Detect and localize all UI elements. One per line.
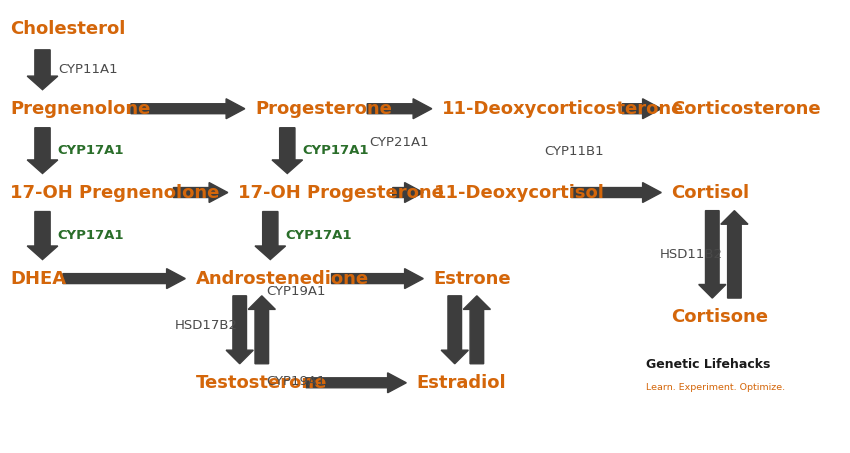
Text: 11-Deoxycorticosterone: 11-Deoxycorticosterone [442,100,684,118]
Text: HSD11B2: HSD11B2 [660,248,722,261]
FancyArrow shape [63,269,185,289]
Text: CYP17A1: CYP17A1 [58,229,124,242]
FancyArrow shape [622,99,661,119]
Text: 11-Deoxycortisol: 11-Deoxycortisol [434,183,604,202]
Text: CYP17A1: CYP17A1 [286,229,352,242]
FancyArrow shape [255,212,286,260]
FancyArrow shape [571,183,661,202]
Text: Estradiol: Estradiol [416,374,506,392]
FancyArrow shape [131,99,245,119]
FancyArrow shape [226,296,253,364]
FancyArrow shape [332,269,423,289]
FancyArrow shape [393,183,423,202]
Text: CYP17A1: CYP17A1 [58,144,124,157]
Text: Pregnenolone: Pregnenolone [10,100,150,118]
Text: CYP19A1: CYP19A1 [266,285,326,298]
Text: Learn. Experiment. Optimize.: Learn. Experiment. Optimize. [646,383,785,392]
Text: Androstenedione: Androstenedione [196,270,369,288]
Text: Testosterone: Testosterone [196,374,327,392]
Text: Genetic Lifehacks: Genetic Lifehacks [646,358,770,371]
Text: CYP19A1: CYP19A1 [266,376,326,388]
Text: Estrone: Estrone [434,270,511,288]
Text: Cortisol: Cortisol [672,183,750,202]
FancyArrow shape [27,128,58,173]
FancyArrow shape [463,296,490,364]
Text: CYP11A1: CYP11A1 [58,63,117,76]
FancyArrow shape [173,183,228,202]
FancyArrow shape [699,211,726,298]
Text: Cholesterol: Cholesterol [10,20,126,39]
Text: Corticosterone: Corticosterone [672,100,821,118]
Text: CYP17A1: CYP17A1 [303,144,369,157]
FancyArrow shape [248,296,275,364]
Text: CYP11B1: CYP11B1 [544,145,604,158]
Text: Cortisone: Cortisone [672,308,768,326]
Text: DHEA: DHEA [10,270,66,288]
FancyArrow shape [27,212,58,260]
Text: CYP21A1: CYP21A1 [370,136,429,149]
Text: 17-OH Progesterone: 17-OH Progesterone [238,183,444,202]
FancyArrow shape [27,50,58,90]
FancyArrow shape [441,296,468,364]
FancyArrow shape [367,99,432,119]
FancyArrow shape [272,128,303,173]
FancyArrow shape [306,373,406,393]
Text: HSD17B2: HSD17B2 [174,319,237,332]
Text: Progesterone: Progesterone [255,100,392,118]
FancyArrow shape [721,211,748,298]
Text: 17-OH Pregnenolone: 17-OH Pregnenolone [10,183,219,202]
